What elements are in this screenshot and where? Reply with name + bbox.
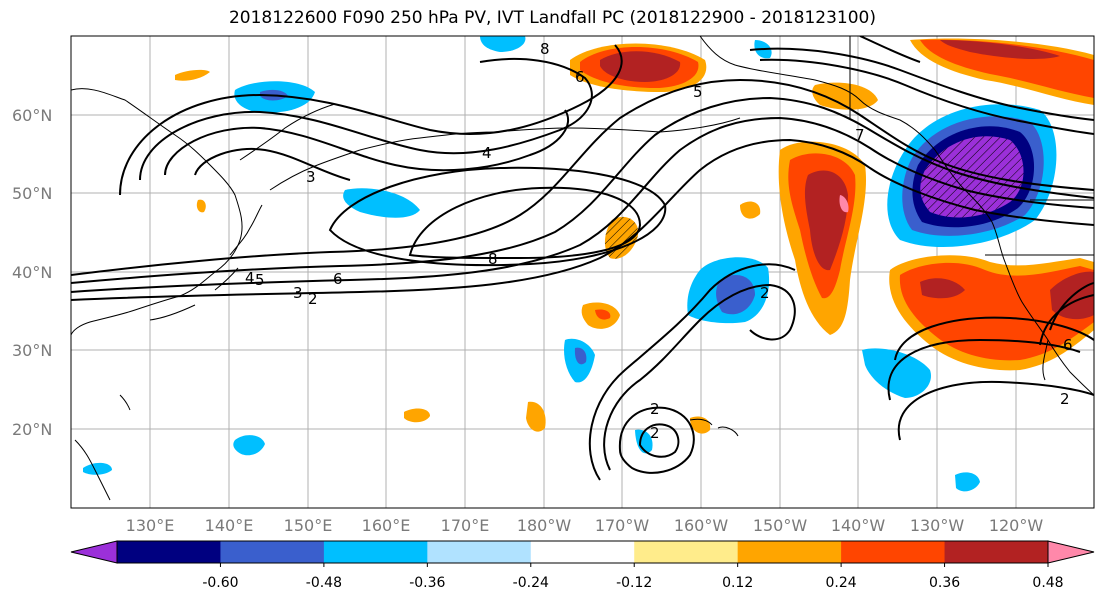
latitude-labels: 60°N 50°N 40°N 30°N 20°N bbox=[12, 106, 52, 439]
colorbar-segment bbox=[944, 541, 1049, 563]
contour-label: 2 bbox=[760, 284, 770, 302]
colorbar: -0.60 -0.48 -0.36 -0.24 -0.12 0.12 0.24 0.36 0.4… bbox=[70, 540, 1095, 591]
colorbar-tick-label: 0.36 bbox=[929, 575, 960, 591]
contour-label: 6 bbox=[1063, 336, 1073, 354]
lat-label: 20°N bbox=[12, 420, 52, 439]
colorbar-tick-label: 0.12 bbox=[722, 575, 753, 591]
pv-contours bbox=[71, 36, 1094, 481]
lon-label: 160°W bbox=[674, 516, 729, 535]
contour-labels: 8 6 5 7 4 3 8 5 4 3 2 6 2 2 2 2 6 bbox=[245, 40, 1073, 442]
lat-label: 60°N bbox=[12, 106, 52, 125]
contour-label: 5 bbox=[255, 271, 265, 289]
contour-label: 5 bbox=[693, 83, 703, 101]
colorbar-segment bbox=[841, 541, 946, 563]
lat-label: 30°N bbox=[12, 341, 52, 360]
contour-label: 2 bbox=[650, 400, 660, 418]
lon-label: 170°E bbox=[441, 516, 490, 535]
colorbar-max-extension bbox=[1047, 540, 1095, 564]
lon-label: 130°W bbox=[910, 516, 965, 535]
lon-label: 130°E bbox=[126, 516, 175, 535]
contour-label: 3 bbox=[306, 168, 316, 186]
filled-anomalies bbox=[83, 36, 1094, 492]
colorbar-segment bbox=[427, 541, 532, 563]
lon-label: 160°E bbox=[362, 516, 411, 535]
lat-label: 50°N bbox=[12, 184, 52, 203]
colorbar-tick-label: 0.48 bbox=[1032, 575, 1063, 591]
colorbar-segment bbox=[634, 541, 739, 563]
colorbar-min-extension bbox=[70, 540, 118, 564]
contour-label: 2 bbox=[308, 290, 318, 308]
lon-label: 140°W bbox=[831, 516, 886, 535]
colorbar-segment bbox=[737, 541, 842, 563]
colorbar-tick-label: -0.48 bbox=[306, 575, 342, 591]
colorbar-segments bbox=[117, 541, 1049, 563]
colorbar-tick-labels: -0.60 -0.48 -0.36 -0.24 -0.12 0.12 0.24 0.36 0.4… bbox=[202, 563, 1064, 591]
colorbar-segment bbox=[117, 541, 221, 563]
colorbar-segment bbox=[220, 541, 325, 563]
colorbar-tick-label: -0.24 bbox=[513, 575, 549, 591]
contour-label: 6 bbox=[333, 270, 343, 288]
contour-label: 8 bbox=[540, 40, 550, 58]
colorbar-tick-label: -0.60 bbox=[202, 575, 238, 591]
lon-label: 150°E bbox=[284, 516, 333, 535]
map-title: 2018122600 F090 250 hPa PV, IVT Landfall… bbox=[228, 8, 876, 28]
contour-label: 6 bbox=[575, 68, 585, 86]
contour-label: 3 bbox=[293, 284, 303, 302]
map-frame bbox=[70, 35, 1095, 509]
lon-label: 180°W bbox=[517, 516, 572, 535]
contour-label: 2 bbox=[1060, 390, 1070, 408]
colorbar-frame bbox=[116, 540, 1049, 564]
lon-label: 120°W bbox=[989, 516, 1044, 535]
colorbar-segment bbox=[323, 541, 428, 563]
colorbar-tick-label: 0.24 bbox=[826, 575, 857, 591]
longitude-labels: 130°E 140°E 150°E 160°E 170°E 180°W 170°… bbox=[126, 516, 1044, 535]
coastlines bbox=[71, 36, 1094, 501]
lon-label: 140°E bbox=[205, 516, 254, 535]
contour-label: 7 bbox=[855, 126, 865, 144]
colorbar-tick-label: -0.12 bbox=[616, 575, 652, 591]
lon-label: 170°W bbox=[595, 516, 650, 535]
contour-label: 4 bbox=[245, 269, 255, 287]
map-content: 8 6 5 7 4 3 8 5 4 3 2 6 2 2 2 2 6 bbox=[71, 36, 1094, 508]
contour-label: 4 bbox=[482, 144, 492, 162]
lat-label: 40°N bbox=[12, 263, 52, 282]
colorbar-tick-label: -0.36 bbox=[409, 575, 445, 591]
colorbar-segment bbox=[530, 541, 635, 563]
lon-label: 150°W bbox=[753, 516, 808, 535]
contour-label: 8 bbox=[488, 250, 498, 268]
contour-label: 2 bbox=[650, 424, 660, 442]
